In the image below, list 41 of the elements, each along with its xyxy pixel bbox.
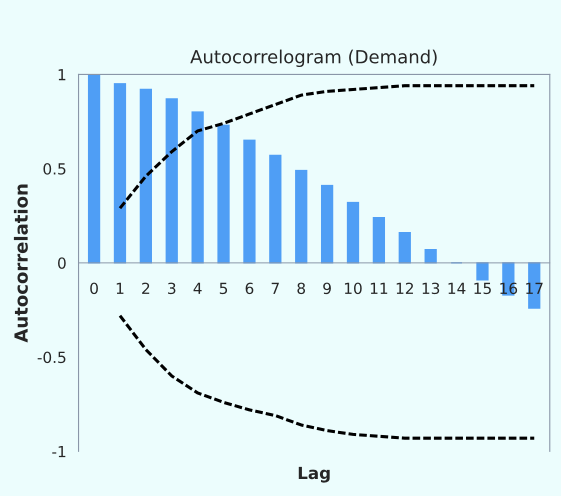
bar bbox=[476, 262, 489, 281]
y-axis-title: Autocorrelation bbox=[14, 184, 28, 343]
bar bbox=[88, 74, 100, 264]
x-axis-title: Lag bbox=[298, 466, 330, 483]
x-tick-label: 13 bbox=[422, 282, 440, 294]
bar bbox=[217, 124, 230, 264]
line-series bbox=[118, 314, 536, 440]
bar bbox=[140, 88, 152, 264]
x-tick-label: 11 bbox=[370, 282, 388, 294]
bar bbox=[192, 111, 204, 264]
x-tick-label: 5 bbox=[220, 282, 228, 294]
bar bbox=[346, 202, 360, 264]
y-tick-label: 0.5 bbox=[43, 163, 66, 175]
bar bbox=[320, 184, 334, 264]
x-tick-label: 7 bbox=[272, 282, 279, 294]
x-tick-label: 6 bbox=[246, 282, 254, 294]
x-tick-label: 8 bbox=[297, 282, 306, 294]
bar bbox=[114, 83, 126, 264]
x-tick-label: 3 bbox=[168, 282, 176, 294]
y-tick-label: -0.5 bbox=[38, 352, 66, 364]
bar bbox=[295, 170, 308, 264]
y-tick-label: 0 bbox=[58, 257, 66, 269]
bar bbox=[166, 98, 178, 264]
y-tick-label: 1 bbox=[58, 69, 66, 80]
bar bbox=[243, 140, 256, 264]
x-tick-label: 10 bbox=[344, 282, 362, 294]
chart-title: Autocorrelogram (Demand) bbox=[190, 50, 437, 68]
line-series bbox=[118, 84, 536, 210]
bar bbox=[424, 248, 437, 264]
x-tick-label: 1 bbox=[116, 282, 124, 294]
bar bbox=[398, 232, 411, 264]
x-tick-label: 0 bbox=[90, 282, 98, 294]
x-tick-label: 2 bbox=[142, 282, 150, 294]
bar bbox=[372, 216, 386, 264]
bar bbox=[269, 154, 282, 264]
x-tick-label: 15 bbox=[474, 282, 491, 294]
y-tick-label: -1 bbox=[52, 446, 66, 458]
x-tick-label: 14 bbox=[448, 282, 466, 294]
x-tick-label: 12 bbox=[396, 282, 413, 294]
x-tick-label: 9 bbox=[323, 282, 331, 294]
x-tick-label: 4 bbox=[194, 282, 202, 294]
